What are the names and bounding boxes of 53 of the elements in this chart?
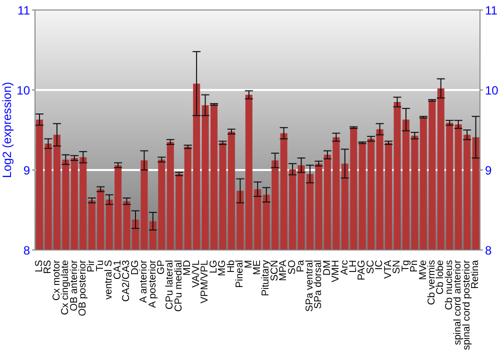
x-tick-label: SC [365, 260, 376, 274]
x-tick-label: MVe [418, 260, 429, 280]
x-tick-label: ME [252, 260, 263, 275]
x-tick-label: SN [392, 260, 403, 274]
x-tick-label: Retina [470, 260, 482, 289]
x-tick-label: VTA [382, 260, 394, 279]
x-tick-label: SO [286, 260, 298, 274]
y-tick-label: 9 [23, 163, 30, 178]
x-tick-label: DM [322, 260, 333, 276]
x-tick-label: M [243, 260, 254, 268]
x-tick-label: Cb nucleus [444, 260, 455, 310]
x-tick-label: VMH [330, 260, 342, 282]
x-tick-label: CPu medial [173, 260, 184, 312]
y2-tick-label: 11 [485, 3, 498, 18]
x-tick-label: Pineal [234, 260, 246, 288]
x-tick-label: OB anterior [68, 259, 80, 312]
x-tick-label: CA2/CA3 [121, 260, 132, 302]
y2-tick-label: 10 [485, 83, 499, 98]
x-tick-label: spinal cord anterior [452, 259, 464, 346]
x-tick-label: RS [42, 260, 54, 274]
y-tick-label: 8 [23, 243, 30, 258]
x-tick-label: A posterior [147, 259, 158, 308]
x-tick-label: Pituitary [260, 260, 272, 296]
x-tick-label: A anterior [138, 259, 150, 303]
x-tick-label: SCN [269, 260, 280, 282]
x-tick-label: MPA [278, 260, 290, 281]
x-tick-label: ventral S [104, 260, 115, 300]
x-tick-label: Hb [226, 260, 237, 273]
x-tick-label: SPa dorsal [313, 260, 324, 309]
x-tick-label: Cx cingulate [60, 260, 72, 316]
y-tick-label: 11 [18, 3, 30, 18]
x-tick-label: DG [130, 260, 141, 275]
x-tick-label: VPM/VPL [200, 260, 211, 304]
y-tick-label: 10 [16, 83, 30, 98]
x-tick-label: Arc [339, 260, 350, 275]
x-tick-label: Tu [94, 260, 106, 272]
x-tick-label: Pn [409, 260, 420, 272]
y2-tick-label: 8 [485, 243, 492, 258]
x-tick-label: OB posterior [77, 259, 88, 316]
x-tick-label: Tg [400, 260, 412, 272]
x-tick-label: IC [374, 260, 386, 270]
x-tick-label: Pa [296, 260, 307, 272]
y2-tick-label: 9 [485, 163, 492, 178]
x-tick-label: LH [348, 260, 359, 273]
y-axis-title: Log2 (expression) [0, 82, 14, 178]
x-tick-label: LS [34, 260, 45, 272]
x-tick-label: PAG [356, 260, 368, 280]
x-tick-label: VA/VL [190, 260, 202, 288]
x-tick-label: LG [208, 260, 220, 274]
x-tick-label: spinal cord posterior [461, 259, 472, 350]
x-tick-label: Pir [86, 259, 98, 272]
x-tick-label: CA1 [112, 260, 124, 280]
x-tick-label: Cb lobe [435, 260, 446, 294]
